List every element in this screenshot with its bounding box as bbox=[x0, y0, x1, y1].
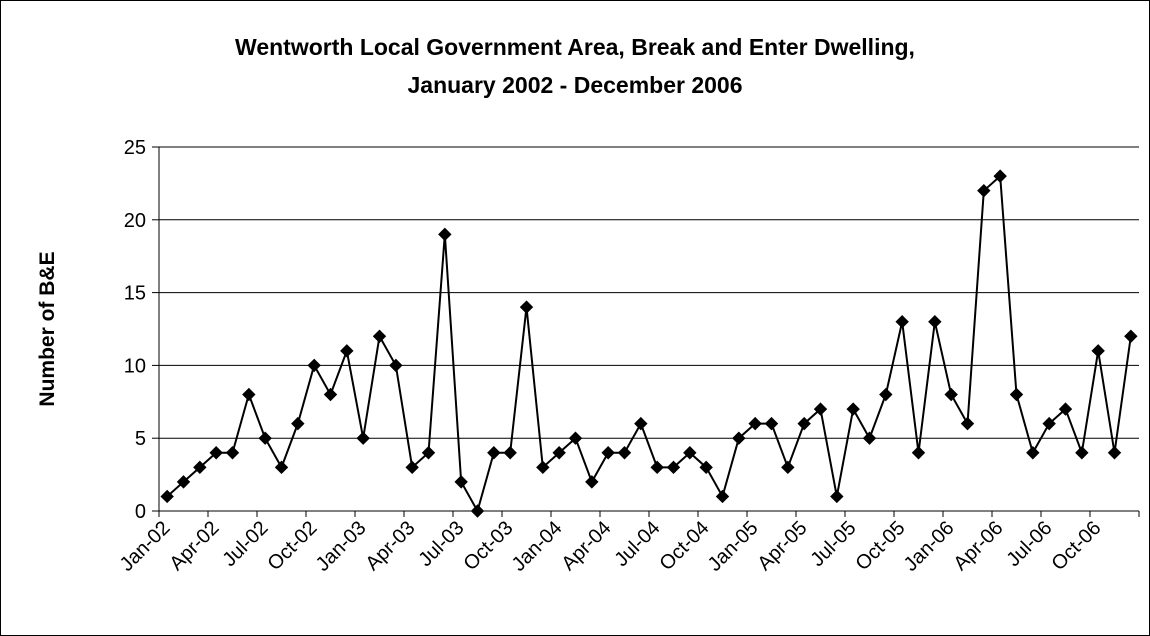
data-point-marker bbox=[225, 446, 240, 460]
data-point-marker bbox=[666, 460, 681, 475]
chart-title: Wentworth Local Government Area, Break a… bbox=[235, 34, 915, 60]
data-point-marker bbox=[470, 504, 485, 518]
y-tick-label: 5 bbox=[135, 428, 146, 450]
x-tick-label: Jul-05 bbox=[806, 517, 860, 571]
data-point-marker bbox=[1075, 446, 1089, 460]
x-tick-label: Jan-02 bbox=[116, 517, 175, 576]
data-point-marker bbox=[519, 300, 534, 314]
x-tick-label: Jan-03 bbox=[312, 517, 371, 576]
data-point-marker bbox=[960, 416, 975, 431]
x-tick-label: Jan-06 bbox=[900, 517, 959, 576]
data-point-marker bbox=[1042, 416, 1056, 431]
data-point-marker bbox=[813, 402, 828, 416]
x-tick-label: Jul-03 bbox=[414, 517, 468, 571]
data-point-marker bbox=[340, 344, 354, 358]
x-tick-label: Oct-05 bbox=[852, 517, 910, 575]
x-tick-labels: Jan-02Apr-02Jul-02Oct-02Jan-03Apr-03Jul-… bbox=[116, 517, 1106, 576]
data-point-marker bbox=[209, 446, 223, 460]
data-point-marker bbox=[993, 169, 1007, 183]
x-tick-label: Apr-03 bbox=[362, 517, 420, 575]
data-point-marker bbox=[536, 460, 550, 475]
data-point-marker bbox=[1058, 402, 1073, 416]
x-tick-label: Apr-04 bbox=[558, 517, 616, 575]
data-markers bbox=[160, 169, 1138, 518]
y-tick-label: 0 bbox=[135, 501, 146, 523]
data-point-marker bbox=[911, 446, 926, 460]
axes bbox=[152, 146, 1140, 517]
data-point-marker bbox=[438, 227, 452, 242]
data-point-marker bbox=[748, 416, 762, 431]
data-point-marker bbox=[977, 183, 991, 198]
data-point-marker bbox=[568, 431, 583, 445]
x-tick-label: Apr-05 bbox=[754, 517, 812, 575]
x-tick-label: Jul-06 bbox=[1002, 517, 1056, 571]
chart-subtitle: January 2002 - December 2006 bbox=[408, 72, 743, 98]
x-tick-label: Jan-05 bbox=[704, 517, 763, 576]
data-point-marker bbox=[454, 475, 468, 489]
data-point-marker bbox=[193, 460, 207, 475]
x-tick-label: Apr-02 bbox=[166, 517, 224, 575]
data-point-marker bbox=[650, 460, 664, 475]
data-point-marker bbox=[258, 431, 272, 445]
data-point-marker bbox=[1124, 329, 1138, 343]
series-line-path bbox=[166, 174, 1132, 514]
data-point-marker bbox=[503, 446, 517, 460]
data-point-marker bbox=[372, 329, 387, 343]
data-point-marker bbox=[634, 416, 648, 431]
x-tick-label: Oct-03 bbox=[460, 517, 518, 575]
data-point-marker bbox=[274, 460, 289, 475]
data-point-marker bbox=[879, 387, 893, 402]
x-tick-label: Jul-02 bbox=[218, 517, 272, 571]
y-tick-label: 20 bbox=[124, 210, 146, 232]
data-point-marker bbox=[291, 416, 305, 431]
data-point-marker bbox=[552, 446, 566, 460]
x-tick-label: Oct-06 bbox=[1048, 517, 1106, 575]
data-point-marker bbox=[781, 460, 795, 475]
data-point-marker bbox=[683, 446, 697, 460]
y-axis-title: Number of B&E bbox=[36, 251, 59, 406]
data-point-marker bbox=[862, 431, 877, 445]
data-point-marker bbox=[1026, 446, 1040, 460]
x-tick-label: Oct-02 bbox=[264, 517, 322, 575]
x-tick-label: Jan-04 bbox=[508, 517, 567, 576]
data-point-marker bbox=[944, 387, 958, 402]
data-point-marker bbox=[1107, 446, 1122, 460]
data-point-marker bbox=[389, 358, 403, 373]
data-point-marker bbox=[1091, 344, 1105, 358]
x-tick-label: Jul-04 bbox=[610, 517, 664, 571]
data-point-marker bbox=[715, 489, 730, 504]
data-point-marker bbox=[617, 446, 632, 460]
data-point-marker bbox=[176, 475, 191, 489]
data-point-marker bbox=[1009, 387, 1024, 402]
data-point-marker bbox=[764, 416, 779, 431]
data-point-marker bbox=[895, 315, 909, 329]
data-point-marker bbox=[846, 402, 860, 416]
y-tick-labels: 0 5 10 15 20 25 bbox=[124, 137, 146, 523]
data-point-marker bbox=[487, 446, 501, 460]
data-point-marker bbox=[307, 358, 321, 373]
y-tick-label: 10 bbox=[124, 355, 146, 377]
x-tick-label: Oct-04 bbox=[656, 517, 714, 575]
data-point-marker bbox=[323, 387, 338, 402]
data-point-marker bbox=[928, 315, 942, 329]
x-tick-label: Apr-06 bbox=[950, 517, 1008, 575]
data-point-marker bbox=[601, 446, 615, 460]
data-point-marker bbox=[242, 387, 256, 402]
data-point-marker bbox=[356, 431, 370, 445]
series-line bbox=[166, 174, 1132, 514]
data-point-marker bbox=[160, 489, 174, 504]
data-point-marker bbox=[699, 460, 713, 475]
data-point-marker bbox=[585, 475, 599, 489]
data-point-marker bbox=[830, 489, 844, 504]
y-tick-label: 15 bbox=[124, 283, 146, 305]
gridlines bbox=[159, 146, 1139, 439]
y-tick-label: 25 bbox=[124, 137, 146, 159]
data-point-marker bbox=[732, 431, 746, 445]
data-point-marker bbox=[405, 460, 419, 475]
data-point-marker bbox=[421, 446, 436, 460]
data-point-marker bbox=[797, 416, 811, 431]
